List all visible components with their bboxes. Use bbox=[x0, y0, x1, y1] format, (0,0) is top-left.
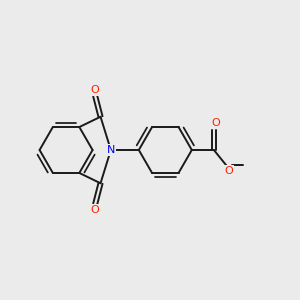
Text: N: N bbox=[107, 145, 115, 155]
Text: O: O bbox=[91, 205, 100, 215]
Text: O: O bbox=[91, 85, 100, 95]
Text: O: O bbox=[211, 118, 220, 128]
Text: O: O bbox=[224, 166, 233, 176]
